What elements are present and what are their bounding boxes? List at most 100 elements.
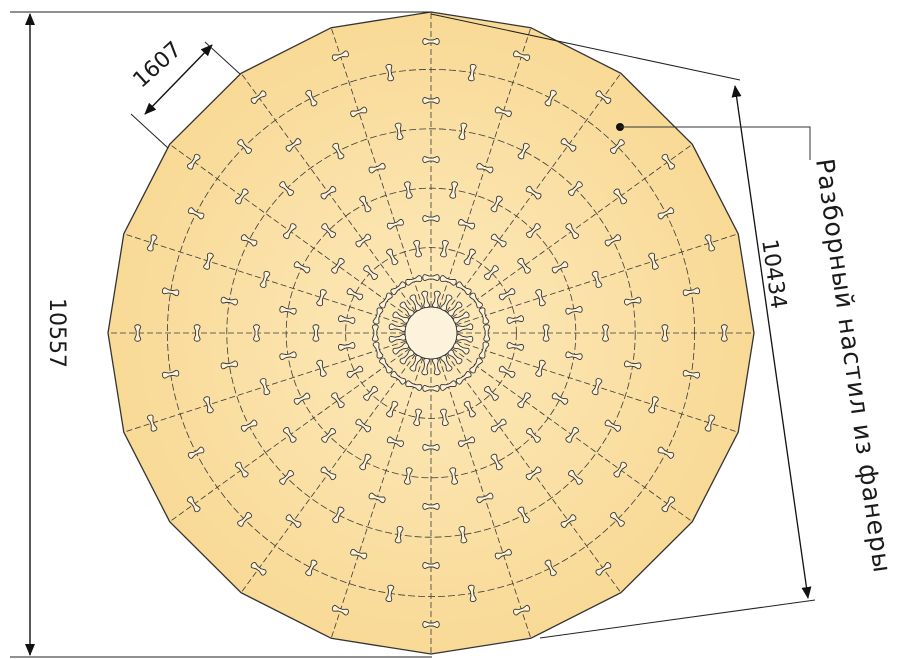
lock-outline bbox=[316, 289, 327, 307]
lock-outline bbox=[346, 288, 364, 301]
lock-outline bbox=[355, 233, 372, 248]
puzzle-lock bbox=[568, 181, 583, 196]
puzzle-lock bbox=[469, 357, 483, 374]
puzzle-lock bbox=[279, 305, 297, 315]
puzzle-lock bbox=[657, 446, 675, 459]
puzzle-lock bbox=[321, 428, 336, 443]
puzzle-lock bbox=[648, 252, 659, 270]
puzzle-lock bbox=[371, 324, 379, 342]
lock-outline bbox=[498, 365, 516, 378]
lock-outline bbox=[331, 392, 345, 409]
puzzle-lock bbox=[551, 392, 569, 405]
lock-outline bbox=[250, 562, 267, 576]
lock-outline bbox=[422, 215, 440, 223]
lock-outline bbox=[422, 156, 440, 164]
puzzle-lock bbox=[517, 506, 530, 524]
lock-outline bbox=[513, 50, 531, 62]
lock-outline bbox=[392, 311, 409, 324]
lock-outline bbox=[321, 428, 336, 443]
puzzle-lock bbox=[484, 386, 499, 401]
puzzle-lock bbox=[203, 252, 214, 270]
lock-outline bbox=[134, 324, 142, 342]
lock-outline bbox=[363, 386, 378, 401]
puzzle-lock bbox=[544, 89, 557, 107]
lock-outline bbox=[386, 436, 404, 448]
lock-outline bbox=[544, 559, 557, 577]
puzzle-lock bbox=[279, 351, 297, 361]
lock-outline bbox=[453, 342, 470, 355]
lock-outline bbox=[591, 378, 603, 396]
lock-outline bbox=[517, 142, 530, 160]
puzzle-lock bbox=[478, 341, 490, 359]
puzzle-lock bbox=[560, 514, 577, 528]
lock-outline bbox=[624, 360, 642, 370]
puzzle-lock bbox=[355, 418, 372, 433]
puzzle-lock bbox=[682, 369, 701, 379]
lock-outline bbox=[413, 240, 422, 258]
puzzle-lock bbox=[220, 360, 238, 370]
puzzle-lock bbox=[359, 453, 372, 471]
lock-outline bbox=[237, 139, 252, 154]
lock-outline bbox=[388, 323, 407, 333]
puzzle-lock bbox=[399, 301, 415, 317]
puzzle-lock bbox=[331, 50, 349, 62]
lock-outline bbox=[478, 307, 490, 325]
puzzle-lock bbox=[535, 289, 546, 307]
puzzle-lock bbox=[368, 492, 386, 504]
lock-outline bbox=[517, 506, 530, 524]
puzzle-lock bbox=[490, 418, 507, 433]
puzzle-locks bbox=[134, 38, 728, 628]
lock-outline bbox=[490, 233, 507, 248]
lock-outline bbox=[359, 453, 372, 471]
puzzle-lock bbox=[312, 324, 320, 342]
puzzle-lock bbox=[283, 223, 297, 239]
puzzle-lock bbox=[453, 342, 470, 355]
puzzle-lock bbox=[146, 414, 158, 432]
lock-outline bbox=[490, 418, 507, 433]
puzzle-lock bbox=[422, 215, 440, 223]
lock-outline bbox=[484, 386, 499, 401]
puzzle-lock bbox=[388, 333, 407, 343]
puzzle-lock bbox=[568, 470, 583, 485]
lock-outline bbox=[463, 400, 476, 418]
lock-outline bbox=[551, 392, 569, 405]
puzzle-lock bbox=[346, 288, 364, 301]
lock-outline bbox=[187, 446, 205, 459]
puzzle-lock bbox=[613, 461, 627, 478]
lock-outline bbox=[490, 195, 503, 213]
puzzle-lock bbox=[525, 466, 542, 481]
puzzle-lock bbox=[186, 153, 201, 170]
puzzle-lock bbox=[186, 496, 201, 513]
lock-outline bbox=[293, 261, 311, 274]
puzzle-lock bbox=[440, 408, 449, 426]
lock-outline bbox=[193, 324, 201, 342]
puzzle-lock bbox=[422, 384, 440, 392]
lock-outline bbox=[498, 288, 516, 301]
puzzle-lock bbox=[259, 270, 271, 288]
puzzle-lock bbox=[283, 427, 297, 443]
puzzle-lock bbox=[316, 289, 327, 307]
puzzle-lock bbox=[490, 233, 507, 248]
puzzle-lock bbox=[405, 275, 423, 286]
lock-outline bbox=[613, 461, 627, 478]
lock-outline bbox=[355, 418, 372, 433]
lock-outline bbox=[449, 467, 459, 485]
lock-outline bbox=[409, 355, 422, 372]
puzzle-lock bbox=[506, 342, 524, 351]
lock-outline bbox=[568, 181, 583, 196]
lock-outline bbox=[440, 408, 449, 426]
puzzle-lock bbox=[565, 351, 583, 361]
puzzle-lock bbox=[250, 90, 267, 104]
lock-outline bbox=[422, 562, 440, 569]
puzzle-lock bbox=[332, 142, 345, 160]
puzzle-lock bbox=[237, 512, 252, 527]
puzzle-lock bbox=[379, 357, 393, 374]
lock-outline bbox=[146, 234, 158, 252]
puzzle-lock bbox=[526, 428, 541, 443]
puzzle-lock bbox=[422, 97, 440, 104]
lock-outline bbox=[476, 492, 494, 504]
puzzle-lock bbox=[476, 492, 494, 504]
lock-outline bbox=[455, 333, 474, 343]
puzzle-lock bbox=[338, 315, 356, 324]
